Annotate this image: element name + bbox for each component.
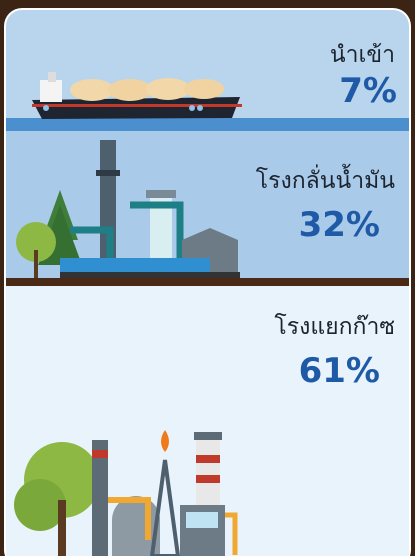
refinery <box>16 140 240 278</box>
panel-label: โรงแยกก๊าซ <box>274 313 395 340</box>
ground <box>6 278 409 286</box>
gas-plant <box>14 430 238 556</box>
panel-label: นำเข้า <box>330 42 395 68</box>
sea <box>6 118 409 131</box>
panel-label: โรงกลั่นน้ำมัน <box>256 164 395 194</box>
panel-share: 61% <box>299 351 380 391</box>
panel-share: 7% <box>339 71 397 111</box>
ship <box>32 72 242 119</box>
panel-share: 32% <box>299 205 380 245</box>
